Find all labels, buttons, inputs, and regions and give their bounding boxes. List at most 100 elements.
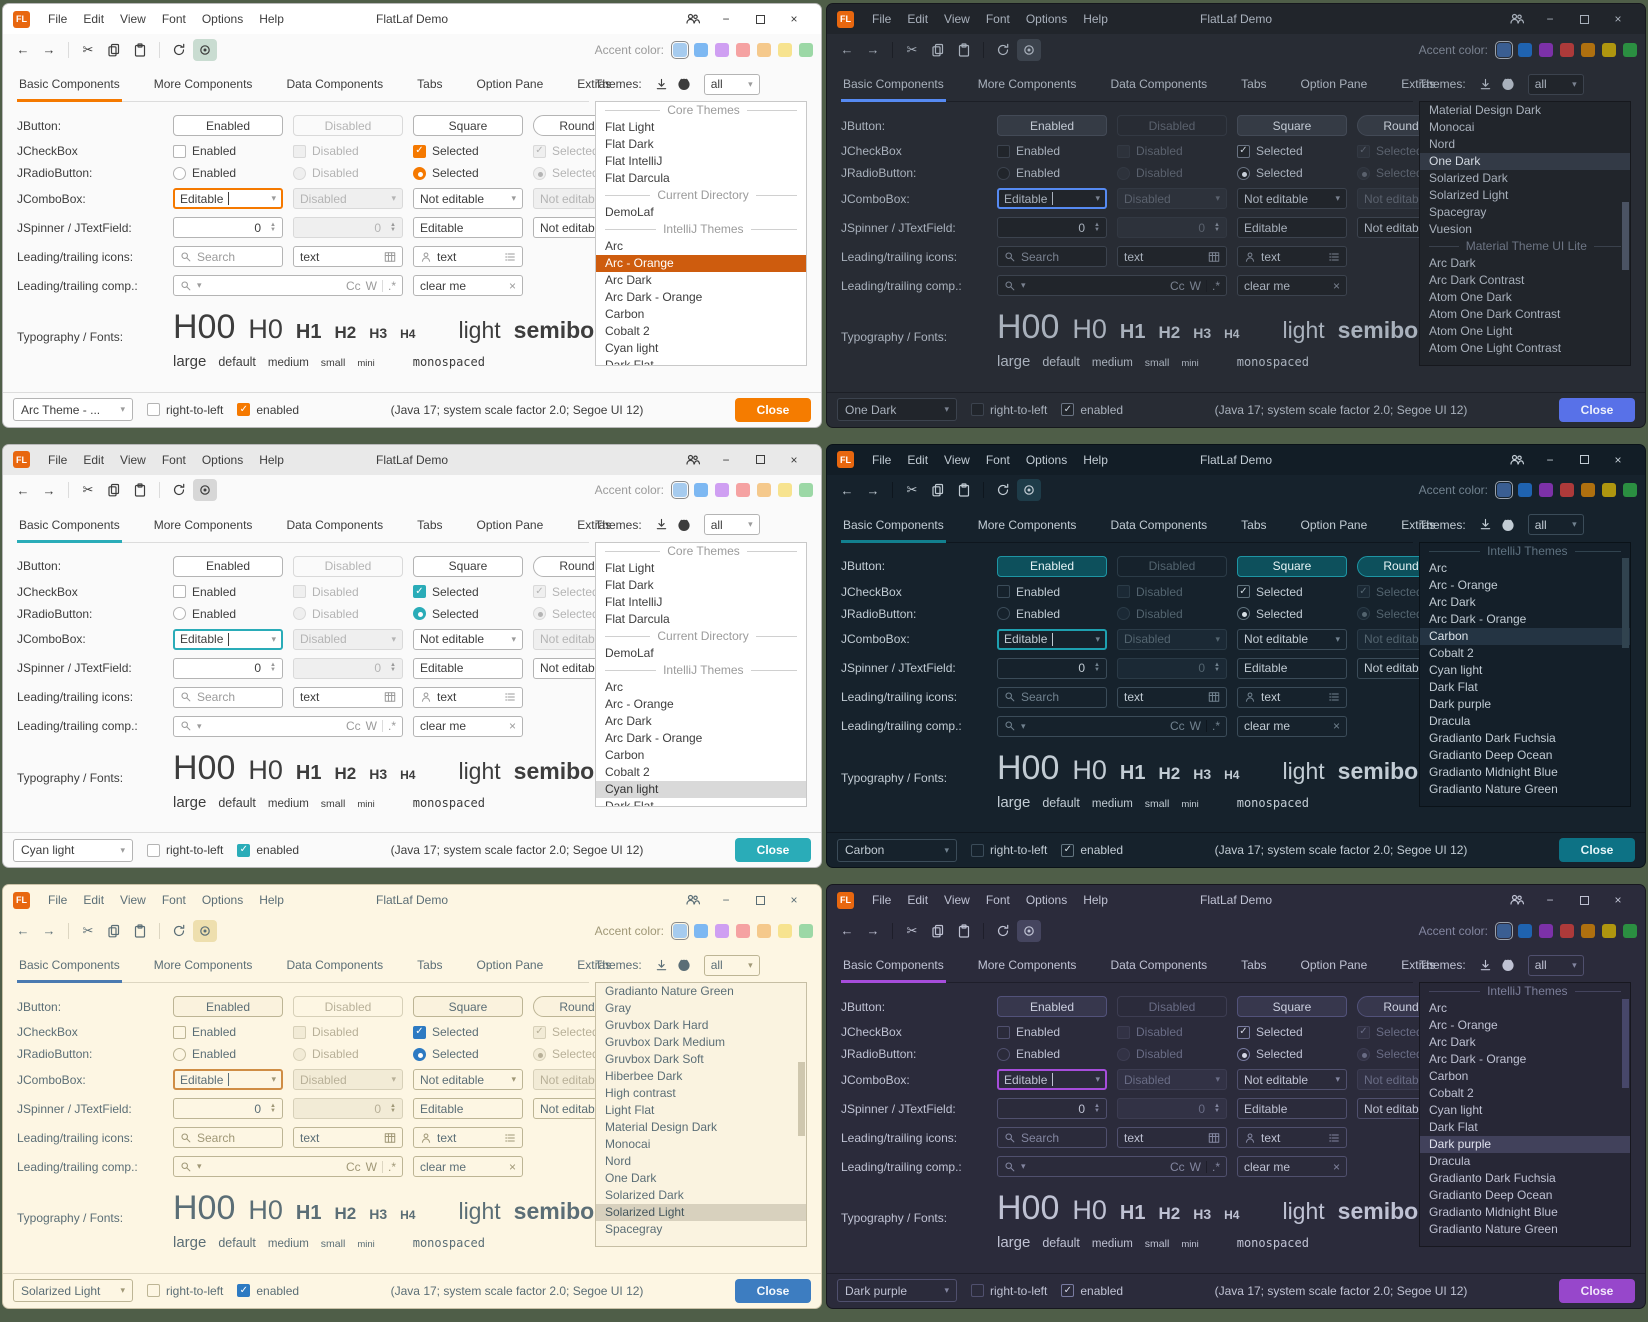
window-close-button[interactable]: × [1614,452,1622,467]
theme-list-item[interactable]: Dracula [1429,713,1471,728]
close-button[interactable]: Close [735,1278,811,1303]
accent-swatch[interactable] [715,923,729,938]
jradio-selected[interactable]: Selected [413,166,523,180]
theme-list[interactable]: Core Themes Flat Light Flat Dark Flat Intel… [595,101,807,366]
menu-font[interactable]: Font [985,893,1010,908]
tab-tabs[interactable]: Tabs [1241,77,1267,91]
clearable-input[interactable]: clear me × [1237,715,1347,737]
theme-list-item[interactable]: Vuesion [1429,222,1472,236]
theme-list-item[interactable]: Gradianto Midnight Blue [1429,1205,1558,1220]
scrollbar-thumb[interactable] [1622,558,1629,648]
theme-list-item[interactable]: Gradianto Midnight Blue [1429,764,1558,779]
github-icon[interactable] [677,958,691,972]
table-icon[interactable] [384,1132,396,1144]
spinner[interactable]: 0 ▲ ▼ [997,657,1107,679]
chevron-down-icon[interactable]: ▾ [1095,193,1100,203]
combobox-not-editable[interactable]: Not editable ▾ [1237,188,1347,209]
theme-list-item[interactable]: Atom One Dark [1429,290,1512,304]
theme-list-item[interactable]: Arc Dark - Orange [605,290,703,304]
whole-words-button[interactable]: W [365,1159,377,1174]
list-icon[interactable] [504,1132,516,1144]
menu-help[interactable]: Help [259,893,284,908]
tab-extras[interactable]: Extras [1401,77,1436,91]
paste-button[interactable] [952,920,976,942]
accent-swatch[interactable] [736,42,750,57]
regex-button[interactable]: .* [387,719,396,734]
tab-more-components[interactable]: More Components [153,517,253,532]
menu-edit[interactable]: Edit [83,893,105,908]
jcheckbox-selected[interactable]: ✓ Selected [1237,1025,1347,1039]
clear-icon[interactable]: × [1332,278,1340,293]
right-to-left-checkbox[interactable]: right-to-left [971,1284,1047,1298]
theme-list-item[interactable]: Arc Dark - Orange [1429,1052,1527,1067]
window-close-button[interactable]: × [1614,893,1622,908]
theme-list-item[interactable]: Gradianto Nature Green [1429,1222,1558,1237]
theme-list-item[interactable]: Arc Dark [605,713,652,728]
chevron-down-icon[interactable]: ▾ [1335,1074,1340,1085]
download-icon[interactable] [655,959,668,972]
theme-list-item[interactable]: Arc Dark Contrast [1429,273,1525,287]
eye-toggle-button[interactable] [1017,479,1041,502]
tab-option-pane[interactable]: Option Pane [476,517,544,532]
jradio-selected[interactable]: Selected [413,1047,523,1061]
menu-font[interactable]: Font [161,452,186,467]
search-input[interactable]: Search [173,1127,283,1149]
accent-swatch-selected[interactable] [671,921,689,940]
text-input-user-list[interactable]: text [1237,1127,1347,1149]
jradio-selected[interactable]: Selected [413,607,523,621]
tab-data-components[interactable]: Data Components [286,77,384,91]
menu-help[interactable]: Help [1083,12,1108,26]
theme-list-item[interactable]: Arc [605,239,623,253]
back-button[interactable]: ← [16,42,30,57]
right-to-left-checkbox[interactable]: right-to-left [971,843,1047,857]
theme-list-item[interactable]: Dark Flat [605,358,654,366]
theme-list-item[interactable]: Gradianto Nature Green [605,984,734,999]
theme-list-item[interactable]: Material Design Dark [605,1120,718,1135]
menu-edit[interactable]: Edit [907,893,929,908]
accent-swatch-selected[interactable] [671,481,689,500]
tab-option-pane[interactable]: Option Pane [1300,958,1368,973]
refresh-button[interactable] [167,39,191,61]
accent-swatch[interactable] [1518,483,1532,498]
whole-words-button[interactable]: W [365,719,377,734]
combobox-editable[interactable]: Editable ▾ [173,1069,283,1091]
theme-list-item[interactable]: Gruvbox Dark Soft [605,1052,704,1067]
theme-list-item[interactable]: Nord [605,1154,632,1169]
theme-list-item[interactable]: Arc Dark [1429,594,1476,609]
list-icon[interactable] [504,251,516,263]
theme-filter-combo[interactable]: all ▾ [1527,954,1584,976]
forward-button[interactable]: → [866,482,880,498]
clearable-input[interactable]: clear me × [413,1156,523,1178]
users-icon[interactable] [675,4,709,34]
combobox-editable[interactable]: Editable ▾ [997,188,1107,209]
menu-help[interactable]: Help [1083,452,1108,467]
match-case-button[interactable]: Cc [345,719,361,734]
theme-list-item[interactable]: Gradianto Deep Ocean [1429,747,1553,762]
menu-view[interactable]: View [944,452,970,467]
jradio-enabled[interactable]: Enabled [173,607,283,621]
theme-list[interactable]: IntelliJ Themes Arc Arc - Orange Arc Dark Ar… [1419,541,1631,807]
theme-list-item[interactable]: Flat Light [605,120,655,134]
search-input[interactable]: Search [997,1127,1107,1149]
jbutton-enabled[interactable]: Enabled [173,996,283,1018]
table-icon[interactable] [1208,251,1220,263]
maximize-button[interactable] [1567,4,1601,34]
theme-combo[interactable]: One Dark ▾ [837,398,957,422]
jcheckbox-selected[interactable]: ✓ Selected [413,585,523,599]
accent-swatch[interactable] [736,923,750,938]
tab-extras[interactable]: Extras [577,958,612,973]
accent-swatch[interactable] [715,483,729,498]
combobox-not-editable[interactable]: Not editable ▾ [1237,628,1347,650]
paste-button[interactable] [128,479,152,501]
theme-list-item[interactable]: One Dark [1420,153,1630,170]
match-case-button[interactable]: Cc [1169,278,1185,293]
accent-swatch[interactable] [1581,42,1595,57]
menu-file[interactable]: File [872,893,892,908]
tab-data-components[interactable]: Data Components [1110,517,1208,532]
theme-list-item[interactable]: Solarized Light [596,1204,806,1222]
theme-list-item[interactable]: Flat IntelliJ [605,154,663,168]
tab-extras[interactable]: Extras [577,77,612,91]
tab-more-components[interactable]: More Components [153,958,253,973]
text-input-user-list[interactable]: text [1237,686,1347,708]
theme-list-item[interactable]: Carbon [1429,1069,1469,1084]
